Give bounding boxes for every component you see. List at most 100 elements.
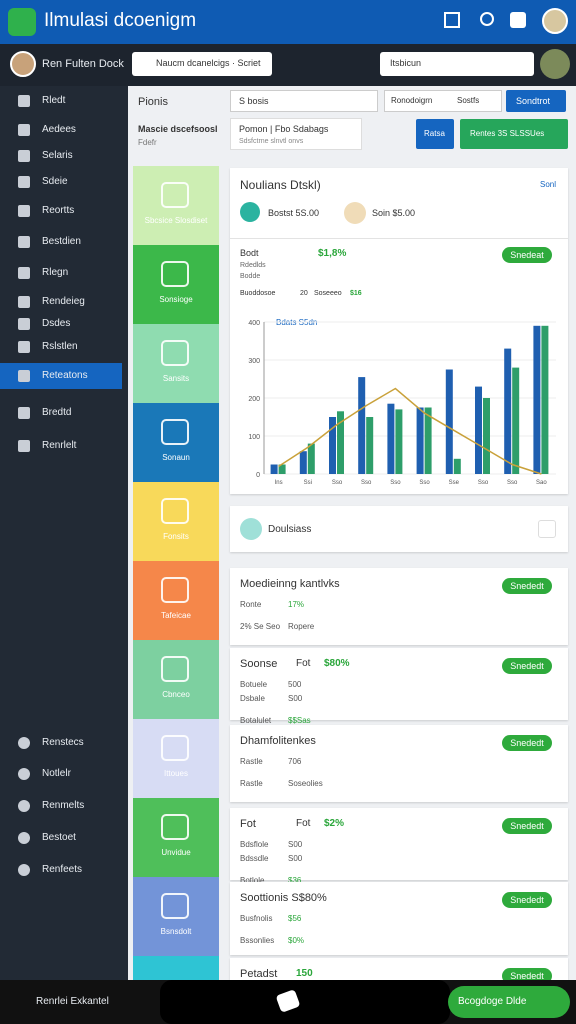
select[interactable]: S bosis: [230, 90, 378, 112]
nav-item[interactable]: Reortts: [0, 198, 122, 224]
tile-icon: [161, 735, 189, 761]
nav-icon: [18, 124, 30, 136]
list-card: Petadst 150 Snededt: [230, 958, 568, 984]
stat-icon: [240, 202, 260, 222]
card-title: Fot: [240, 818, 256, 830]
button[interactable]: Rentes 3S SLSSUes: [460, 119, 568, 149]
select-text: Sostfs: [457, 96, 480, 105]
card-button[interactable]: Snededt: [502, 658, 552, 674]
row-foot: Soseeeo: [314, 290, 342, 297]
nav-item[interactable]: Aedees: [0, 117, 122, 143]
select[interactable]: Ronodoigrn Sostfs: [384, 90, 502, 112]
line-value: S00: [288, 694, 303, 703]
nav-icon: [18, 176, 30, 188]
nav-item[interactable]: Rlegn: [0, 260, 122, 286]
nav-icon: [18, 318, 30, 330]
nav-item[interactable]: Bestoet: [0, 826, 122, 850]
bottom-bar: Bcogdoge Dlde: [0, 980, 576, 1024]
row-button[interactable]: Snedeat: [502, 247, 552, 263]
section-icon: [240, 518, 262, 540]
line-label: Rastle: [240, 779, 263, 788]
bar: [329, 417, 336, 474]
x-tick-label: Ssi: [304, 480, 312, 486]
link[interactable]: Sonl: [540, 180, 557, 189]
search-box[interactable]: Itsbicun: [380, 52, 534, 76]
nav-label: Sdeie: [42, 176, 68, 187]
tile[interactable]: Sonsioge: [133, 245, 219, 324]
box-text: Sdsfctrne slnvtl onvs: [239, 138, 304, 145]
nav-icon: [18, 737, 30, 749]
tile[interactable]: Cbnceo: [133, 640, 219, 719]
bar: [424, 407, 432, 474]
search-box[interactable]: Naucm dcanelcigs · Scriet: [132, 52, 272, 76]
line-label: Bdssdle: [240, 854, 269, 863]
footer-text: Renrlei Exkantel: [36, 996, 109, 1007]
button[interactable]: Sondtrot: [506, 90, 566, 112]
card-button[interactable]: Snededt: [502, 735, 552, 751]
nav-item[interactable]: Rendeieg: [0, 289, 122, 315]
bar: [541, 325, 549, 474]
card-title: Petadst: [240, 968, 278, 980]
bar: [475, 386, 482, 474]
tile[interactable]: Sbcsice Slosdiset: [133, 166, 219, 245]
menu-button[interactable]: [538, 520, 556, 538]
nav-item[interactable]: Renstecs: [0, 731, 122, 755]
heading: Pionis: [138, 96, 168, 108]
nav-icon: [18, 267, 30, 279]
x-tick-label: Sso: [332, 480, 343, 486]
nav-item[interactable]: Rledt: [0, 88, 122, 114]
bar: [504, 348, 512, 474]
nav-item[interactable]: Sdeie: [0, 169, 122, 195]
nav-item[interactable]: Bestdien: [0, 229, 122, 255]
row-line: Rdedlds: [240, 262, 266, 269]
search-icon[interactable]: [480, 12, 494, 26]
card-value: $2%: [324, 818, 345, 829]
tile-icon: [161, 419, 189, 445]
tile[interactable]: Bsnsdolt: [133, 877, 219, 956]
tile[interactable]: Sonaun: [133, 403, 219, 482]
nav-label: Rendeieg: [42, 296, 85, 307]
nav-item[interactable]: Renmelts: [0, 794, 122, 818]
select-text: S bosis: [239, 96, 269, 106]
line-value: S00: [288, 840, 303, 849]
tile-label: Sbcsice Slosdiset: [144, 216, 208, 225]
card-value: $80%: [324, 658, 350, 669]
nav-item[interactable]: Dsdes: [0, 311, 122, 337]
nav-item[interactable]: Selaris: [0, 143, 122, 169]
icon[interactable]: [444, 12, 460, 28]
tile[interactable]: Sansits: [133, 324, 219, 403]
nav-item-active[interactable]: Reteatons: [0, 363, 122, 389]
nav-item[interactable]: Bredtd: [0, 400, 122, 426]
tile[interactable]: Ittoues: [133, 719, 219, 798]
tile[interactable]: Fonsits: [133, 482, 219, 561]
line-value: Ropere: [288, 622, 315, 631]
avatar[interactable]: [542, 8, 568, 34]
card-button[interactable]: Snededt: [502, 892, 552, 908]
card-tag: 150: [296, 968, 313, 979]
tile[interactable]: Unvidue: [133, 798, 219, 877]
nav-item[interactable]: Renrlelt: [0, 433, 122, 459]
nav-icon: [18, 95, 30, 107]
action-button[interactable]: Bcogdoge Dlde: [448, 986, 570, 1018]
nav-item[interactable]: Rslstlen: [0, 334, 122, 360]
card-button[interactable]: Snededt: [502, 818, 552, 834]
trend-line: [278, 387, 542, 475]
card-button[interactable]: Snededt: [502, 578, 552, 594]
y-tick-label: 0: [256, 472, 260, 479]
y-tick-label: 100: [248, 434, 260, 441]
button-text: Rentes 3S SLSSUes: [470, 129, 545, 138]
nav-item[interactable]: Notlelr: [0, 762, 122, 786]
nav-label: Renfeets: [42, 864, 83, 875]
icon[interactable]: [510, 12, 526, 28]
stat: Bostst 5S.00: [268, 208, 320, 218]
nav-label: Renmelts: [42, 800, 85, 811]
nav-item[interactable]: Renfeets: [0, 858, 122, 882]
bar: [270, 464, 278, 474]
line-label: Bssonlies: [240, 936, 275, 945]
button-text: Sondtrot: [516, 96, 551, 106]
section-title: Doulsiass: [268, 524, 312, 535]
button[interactable]: Ratsa: [416, 119, 454, 149]
bar: [387, 403, 395, 474]
tile[interactable]: Tafeicae: [133, 561, 219, 640]
